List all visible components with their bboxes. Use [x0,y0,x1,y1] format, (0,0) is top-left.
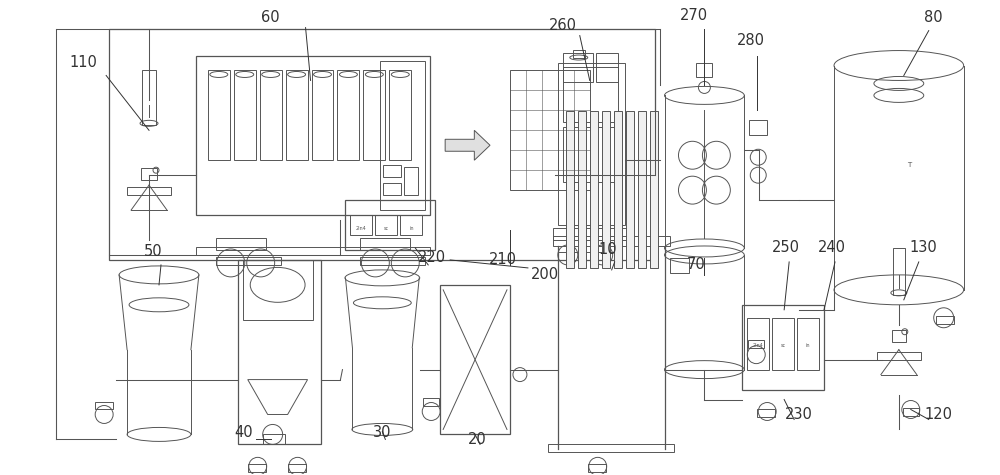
Bar [638,111,646,268]
Bar [383,183,401,195]
Text: 270: 270 [680,8,708,23]
Bar [404,167,418,195]
Text: 2in4: 2in4 [753,342,764,348]
Bar [127,187,171,195]
Bar [670,258,689,273]
Bar [286,70,308,160]
Text: 280: 280 [737,33,765,48]
Bar [548,445,674,452]
Bar [440,285,510,435]
Bar [558,63,625,225]
Bar [563,53,593,83]
Text: 120: 120 [925,407,953,422]
Bar [553,228,633,240]
Bar [553,236,670,246]
Text: 220: 220 [418,250,446,266]
Bar [389,70,411,160]
Bar [383,165,401,177]
Text: 30: 30 [373,425,392,440]
Text: 80: 80 [924,10,943,25]
Bar [345,200,435,250]
Bar [141,168,157,180]
Bar [380,60,425,210]
Bar [563,67,618,123]
Bar [196,247,430,255]
Bar [903,408,919,417]
Text: 110: 110 [69,55,97,70]
Text: 50: 50 [144,245,162,259]
Bar [877,352,921,360]
Text: 2in4: 2in4 [356,226,367,230]
Text: in: in [409,226,414,230]
Bar [626,111,634,268]
Bar [797,318,819,370]
Bar [350,215,372,235]
Bar [757,409,775,418]
Bar [142,70,156,125]
Bar [423,398,439,406]
Text: 230: 230 [785,407,813,422]
Bar [892,330,906,342]
Text: 60: 60 [261,10,280,25]
Bar [248,465,266,472]
Text: 200: 200 [531,267,559,283]
Bar [748,340,764,348]
Bar [360,257,425,265]
Text: 210: 210 [489,252,517,267]
Bar [566,111,574,268]
Bar [596,53,618,83]
Bar [588,465,606,472]
Bar [375,215,397,235]
Bar [360,238,410,250]
Text: 40: 40 [234,425,253,440]
Text: T: T [907,162,911,168]
Bar [742,305,824,389]
Bar [109,28,655,260]
Bar [563,127,618,182]
Text: sc: sc [781,342,786,348]
Text: in: in [806,342,810,348]
Bar [893,248,905,295]
Bar [238,260,321,445]
Text: sc: sc [384,226,389,230]
Bar [312,70,333,160]
Bar [510,70,590,190]
Text: 20: 20 [468,432,486,447]
Text: 250: 250 [772,240,800,256]
Bar [573,49,585,57]
Bar [696,63,712,77]
Bar [650,111,658,268]
Text: 10: 10 [598,242,617,257]
Text: 260: 260 [549,18,577,33]
Bar [363,70,385,160]
Bar [747,318,769,370]
Bar [614,111,622,268]
Bar [243,260,313,320]
Bar [216,238,266,250]
Polygon shape [445,130,490,160]
Text: 70: 70 [687,257,706,273]
Bar [234,70,256,160]
Bar [936,316,954,324]
Bar [558,252,618,260]
Bar [590,111,598,268]
Bar [196,56,430,215]
Bar [772,318,794,370]
Bar [337,70,359,160]
Bar [288,465,306,472]
Bar [578,111,586,268]
Bar [216,257,281,265]
Bar [602,111,610,268]
Bar [400,215,422,235]
Text: 240: 240 [818,240,846,256]
Text: 130: 130 [910,240,938,256]
Bar [263,435,285,445]
Bar [208,70,230,160]
Bar [260,70,282,160]
Bar [95,401,113,409]
Bar [749,120,767,135]
